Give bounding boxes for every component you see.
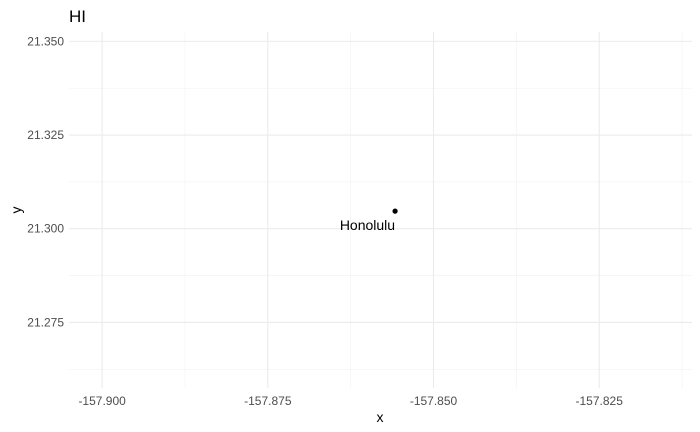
x-tick-label: -157.825 (576, 394, 624, 408)
chart-title: HI (69, 7, 86, 26)
y-tick-label: 21.275 (27, 315, 64, 329)
x-tick-label: -157.900 (78, 394, 126, 408)
minor-gridlines (69, 32, 692, 388)
major-gridlines (69, 32, 692, 388)
y-tick-label: 21.325 (27, 128, 64, 142)
y-axis-title: y (8, 207, 24, 214)
point-label: Honolulu (340, 217, 395, 233)
data-points: Honolulu (340, 208, 398, 233)
y-tick-label: 21.300 (27, 222, 64, 236)
x-axis-tick-labels: -157.900 -157.875 -157.850 -157.825 (78, 394, 623, 408)
y-tick-label: 21.350 (27, 34, 64, 48)
data-point (392, 208, 398, 214)
x-tick-label: -157.875 (244, 394, 292, 408)
x-axis-title: x (377, 409, 384, 425)
y-axis-tick-labels: 21.275 21.300 21.325 21.350 (27, 34, 64, 329)
x-tick-label: -157.850 (410, 394, 458, 408)
